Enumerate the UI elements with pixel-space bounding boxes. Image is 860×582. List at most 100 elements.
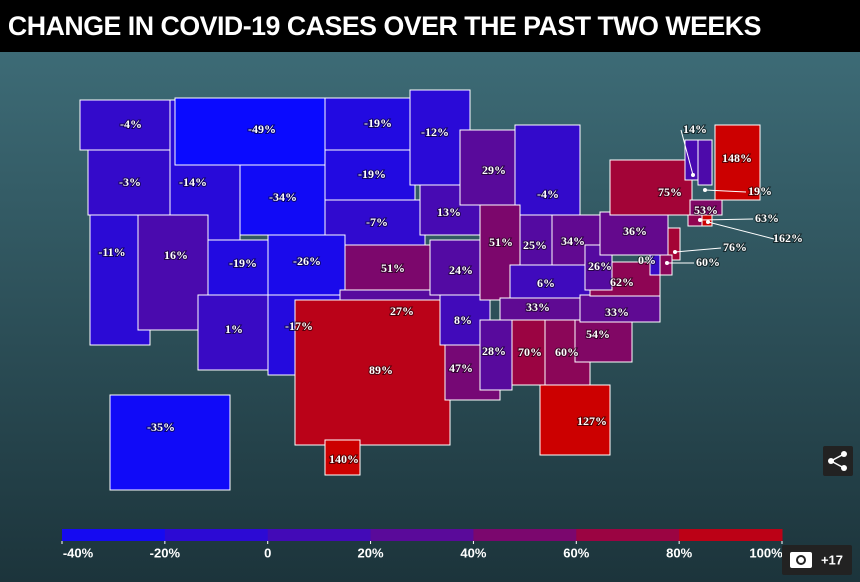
state (207, 239, 269, 296)
pointer (680, 129, 694, 176)
pointer-dot (691, 173, 695, 177)
state-label: 51% (489, 235, 513, 249)
legend-swatch (62, 529, 166, 541)
state-label: 16% (164, 248, 188, 262)
state-label: 75% (658, 185, 682, 199)
legend-label: 20% (358, 545, 384, 560)
map: -4% -3% -14% -49% -34% -19% -19% -7% -12% 13% 29% -… (0, 52, 860, 582)
state-label: 34% (561, 234, 585, 248)
state-label: 140% (329, 452, 359, 466)
state-label: 33% (526, 300, 550, 314)
pointer-dot (698, 218, 702, 222)
state-label: 24% (449, 263, 473, 277)
state-label: 26% (588, 259, 612, 273)
labels: -4% -3% -14% -49% -34% -19% -19% -7% -12% 13% 29% -… (97, 115, 804, 467)
state-label: 28% (482, 344, 506, 358)
state-label: -7% (366, 215, 388, 229)
state-label: -19% (364, 116, 392, 130)
legend-label: 80% (666, 545, 692, 560)
state-label: 148% (722, 151, 752, 165)
state (294, 299, 451, 446)
state-label: 25% (523, 238, 547, 252)
legend-swatch (679, 529, 783, 541)
state (514, 124, 581, 226)
state-label: 47% (449, 361, 473, 375)
state-label: -4% (120, 117, 142, 131)
state (109, 394, 231, 491)
state (714, 124, 761, 201)
state (174, 97, 326, 166)
state-label: 51% (381, 261, 405, 275)
state-label: -12% (421, 125, 449, 139)
state-label: 33% (605, 305, 629, 319)
state (539, 384, 611, 456)
pointer (699, 218, 754, 221)
state (197, 294, 269, 371)
share-button[interactable] (823, 446, 853, 476)
state (87, 149, 176, 216)
legend-swatch (370, 529, 474, 541)
legend: -40% -20% 0 20% 40% 60% 80% 100% (61, 529, 783, 560)
pointer-dot (665, 261, 669, 265)
legend-swatch (576, 529, 680, 541)
state-label: 36% (623, 224, 647, 238)
pointer (704, 189, 747, 193)
gallery-count: +17 (821, 552, 843, 567)
states (79, 89, 761, 491)
legend-label: 40% (460, 545, 486, 560)
state (324, 199, 426, 246)
state-label: 63% (755, 211, 779, 225)
state-label: -17% (285, 319, 313, 333)
state-label: -35% (147, 420, 175, 434)
state-label: 89% (369, 363, 393, 377)
state (137, 214, 209, 331)
state-label: 14% (683, 122, 707, 136)
state-label: 60% (696, 255, 720, 269)
pointer-dot (673, 250, 677, 254)
state-label: 27% (390, 304, 414, 318)
legend-swatch (267, 529, 372, 541)
state-label: 19% (748, 184, 772, 198)
state-label: 62% (610, 275, 634, 289)
legend-label: 0 (264, 545, 271, 560)
state-label: -19% (358, 167, 386, 181)
state-label: 29% (482, 163, 506, 177)
legend-label: -20% (150, 545, 181, 560)
state-label: 162% (773, 231, 803, 245)
legend-swatch (473, 529, 577, 541)
pointer-dot (706, 220, 710, 224)
state-label: -49% (248, 122, 276, 136)
legend-swatch (164, 529, 269, 541)
state-label: 1% (225, 322, 243, 336)
legend-label: 60% (563, 545, 589, 560)
pointer-dot (703, 188, 707, 192)
state-label: -26% (293, 254, 321, 268)
state (697, 139, 713, 186)
state (324, 439, 361, 476)
pointer (674, 247, 722, 253)
state-label: 54% (586, 327, 610, 341)
gallery-button[interactable]: +17 (782, 545, 852, 575)
state (79, 99, 176, 151)
state-label: 8% (454, 313, 472, 327)
state-label: 6% (537, 276, 555, 290)
state-label: 127% (577, 414, 607, 428)
state-label: 70% (518, 345, 542, 359)
state (267, 234, 346, 296)
state-label: -11% (98, 245, 125, 259)
state-label: -4% (537, 187, 559, 201)
state (479, 319, 513, 391)
state-label: -14% (179, 175, 207, 189)
state (609, 159, 693, 216)
state-label: -3% (119, 175, 141, 189)
state-label: 60% (555, 345, 579, 359)
state-label: 13% (437, 205, 461, 219)
state-label: -19% (229, 256, 257, 270)
state (511, 319, 546, 386)
state (599, 211, 669, 256)
state-label: 53% (694, 203, 718, 217)
pointer (707, 221, 775, 240)
state (579, 294, 661, 323)
state (419, 184, 483, 236)
